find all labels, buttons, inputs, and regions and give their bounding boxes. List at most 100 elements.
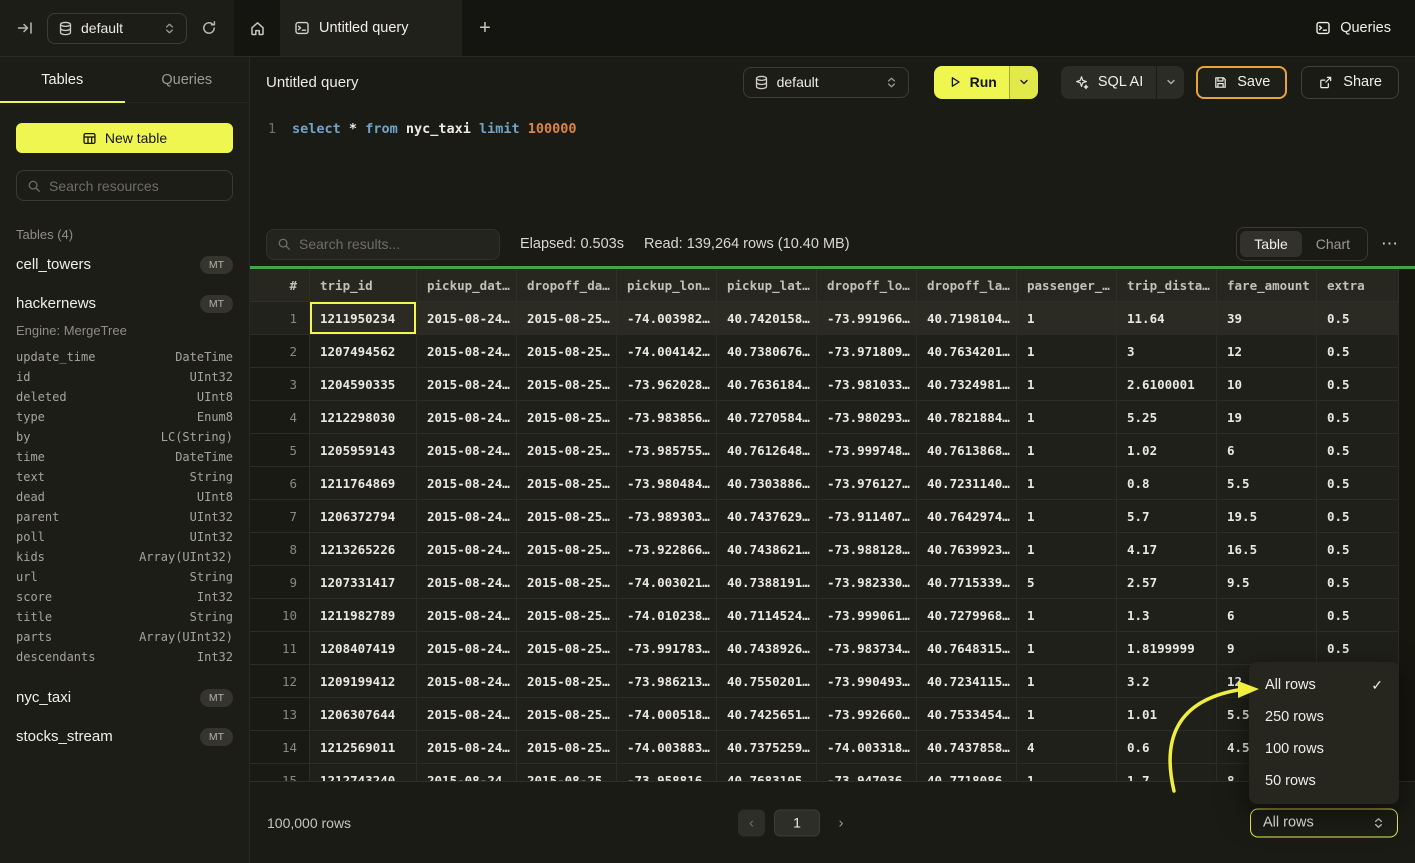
cell[interactable]: 1 bbox=[1017, 467, 1117, 500]
cell[interactable]: 1 bbox=[1017, 401, 1117, 434]
cell[interactable]: 2.6100001 bbox=[1117, 368, 1217, 401]
save-button[interactable]: Save bbox=[1196, 65, 1288, 99]
sidebar-tab-tables[interactable]: Tables bbox=[0, 57, 125, 102]
cell[interactable]: 2015-08-24… bbox=[417, 731, 517, 764]
cell[interactable]: 40.7613868… bbox=[917, 434, 1017, 467]
page-size-option[interactable]: 50 rows bbox=[1249, 765, 1399, 797]
cell[interactable]: 2015-08-24… bbox=[417, 665, 517, 698]
sidebar-table-item[interactable]: hackernews MT bbox=[0, 287, 249, 320]
previous-page-button[interactable]: ‹ bbox=[738, 809, 765, 836]
cell[interactable]: -73.976127… bbox=[817, 467, 917, 500]
cell[interactable]: 2015-08-24… bbox=[417, 566, 517, 599]
cell[interactable]: 2015-08-24… bbox=[417, 401, 517, 434]
cell[interactable]: 1212569011 bbox=[310, 731, 417, 764]
cell[interactable]: -73.980293… bbox=[817, 401, 917, 434]
column-header[interactable]: pickup_dat… bbox=[417, 269, 517, 302]
cell[interactable]: 5.25 bbox=[1117, 401, 1217, 434]
cell[interactable]: 1213265226 bbox=[310, 533, 417, 566]
cell[interactable]: -73.983734… bbox=[817, 632, 917, 665]
cell[interactable]: 2015-08-25… bbox=[517, 335, 617, 368]
cell[interactable]: 40.7634201… bbox=[917, 335, 1017, 368]
cell[interactable]: 19 bbox=[1217, 401, 1317, 434]
tab-untitled-query[interactable]: Untitled query bbox=[280, 0, 462, 56]
cell[interactable]: 40.7438926… bbox=[717, 632, 817, 665]
column-header[interactable]: pickup_lat… bbox=[717, 269, 817, 302]
cell[interactable]: 40.7437629… bbox=[717, 500, 817, 533]
cell[interactable]: 0.5 bbox=[1317, 632, 1399, 665]
cell[interactable]: 1.8199999 bbox=[1117, 632, 1217, 665]
cell[interactable]: 0.5 bbox=[1317, 368, 1399, 401]
cell[interactable]: 40.7718086… bbox=[917, 764, 1017, 781]
cell[interactable]: 2015-08-25… bbox=[517, 302, 617, 335]
next-page-button[interactable]: › bbox=[838, 814, 844, 831]
cell[interactable]: -74.003883… bbox=[617, 731, 717, 764]
cell[interactable]: -74.003982… bbox=[617, 302, 717, 335]
database-selector[interactable]: default bbox=[47, 12, 187, 44]
cell[interactable]: 40.7388191… bbox=[717, 566, 817, 599]
cell[interactable]: 2.57 bbox=[1117, 566, 1217, 599]
cell[interactable]: 0.5 bbox=[1317, 467, 1399, 500]
cell[interactable]: 1 bbox=[1017, 632, 1117, 665]
cell[interactable]: 1209199412 bbox=[310, 665, 417, 698]
cell[interactable]: -73.971809… bbox=[817, 335, 917, 368]
cell[interactable]: 3 bbox=[1117, 335, 1217, 368]
run-options-button[interactable] bbox=[1008, 65, 1038, 99]
cell[interactable]: 6 bbox=[1217, 599, 1317, 632]
cell[interactable]: 1 bbox=[1017, 500, 1117, 533]
cell[interactable]: 4 bbox=[1017, 731, 1117, 764]
cell[interactable]: -74.004142… bbox=[617, 335, 717, 368]
column-header[interactable]: trip_dista… bbox=[1117, 269, 1217, 302]
view-chart-button[interactable]: Chart bbox=[1302, 231, 1364, 257]
cell[interactable]: 2015-08-25… bbox=[517, 566, 617, 599]
cell[interactable]: 1208407419 bbox=[310, 632, 417, 665]
sql-ai-options-button[interactable] bbox=[1156, 65, 1184, 99]
cell[interactable]: 2015-08-25… bbox=[517, 368, 617, 401]
page-size-select[interactable]: All rows bbox=[1250, 808, 1398, 837]
cell[interactable]: -73.985755… bbox=[617, 434, 717, 467]
cell[interactable]: -73.983856… bbox=[617, 401, 717, 434]
cell[interactable]: 2015-08-24… bbox=[417, 467, 517, 500]
cell[interactable]: -73.999061… bbox=[817, 599, 917, 632]
cell[interactable]: 1207331417 bbox=[310, 566, 417, 599]
cell[interactable]: 1 bbox=[1017, 764, 1117, 781]
cell[interactable]: 1 bbox=[1017, 335, 1117, 368]
cell[interactable]: 1206372794 bbox=[310, 500, 417, 533]
cell[interactable]: 1211950234 bbox=[310, 302, 417, 335]
cell[interactable]: 2015-08-25… bbox=[517, 467, 617, 500]
cell[interactable]: 2015-08-24… bbox=[417, 698, 517, 731]
cell[interactable]: -73.988128… bbox=[817, 533, 917, 566]
queries-button[interactable]: Queries bbox=[1291, 0, 1415, 56]
column-header[interactable]: dropoff_lo… bbox=[817, 269, 917, 302]
more-options-icon[interactable]: ⋯ bbox=[1381, 234, 1399, 253]
cell[interactable]: 5.5 bbox=[1217, 467, 1317, 500]
cell[interactable]: 1.02 bbox=[1117, 434, 1217, 467]
cell[interactable]: -73.922866… bbox=[617, 533, 717, 566]
cell[interactable]: 40.7683105… bbox=[717, 764, 817, 781]
column-header[interactable]: passenger_… bbox=[1017, 269, 1117, 302]
cell[interactable]: 2015-08-24… bbox=[417, 632, 517, 665]
cell[interactable]: 1212743240 bbox=[310, 764, 417, 781]
cell[interactable]: 1 bbox=[1017, 533, 1117, 566]
cell[interactable]: 6 bbox=[1217, 434, 1317, 467]
collapse-sidebar-icon[interactable] bbox=[12, 15, 38, 41]
cell[interactable]: -73.911407… bbox=[817, 500, 917, 533]
resource-search-input[interactable] bbox=[49, 177, 222, 194]
cell[interactable]: -73.991966… bbox=[817, 302, 917, 335]
cell[interactable]: 2015-08-24… bbox=[417, 533, 517, 566]
cell[interactable]: 40.7279968… bbox=[917, 599, 1017, 632]
cell[interactable]: 2015-08-24… bbox=[417, 764, 517, 781]
cell[interactable]: 12 bbox=[1217, 335, 1317, 368]
cell[interactable]: 40.7648315… bbox=[917, 632, 1017, 665]
cell[interactable]: -73.980484… bbox=[617, 467, 717, 500]
cell[interactable]: 1.01 bbox=[1117, 698, 1217, 731]
cell[interactable]: 0.5 bbox=[1317, 500, 1399, 533]
cell[interactable]: 2015-08-25… bbox=[517, 500, 617, 533]
sidebar-table-item[interactable]: nyc_taxi MT bbox=[0, 681, 249, 714]
cell[interactable]: -73.990493… bbox=[817, 665, 917, 698]
cell[interactable]: 2015-08-25… bbox=[517, 632, 617, 665]
cell[interactable]: -74.000518… bbox=[617, 698, 717, 731]
cell[interactable]: 40.7821884… bbox=[917, 401, 1017, 434]
cell[interactable]: 40.7642974… bbox=[917, 500, 1017, 533]
cell[interactable]: 1211982789 bbox=[310, 599, 417, 632]
view-table-button[interactable]: Table bbox=[1240, 231, 1302, 257]
